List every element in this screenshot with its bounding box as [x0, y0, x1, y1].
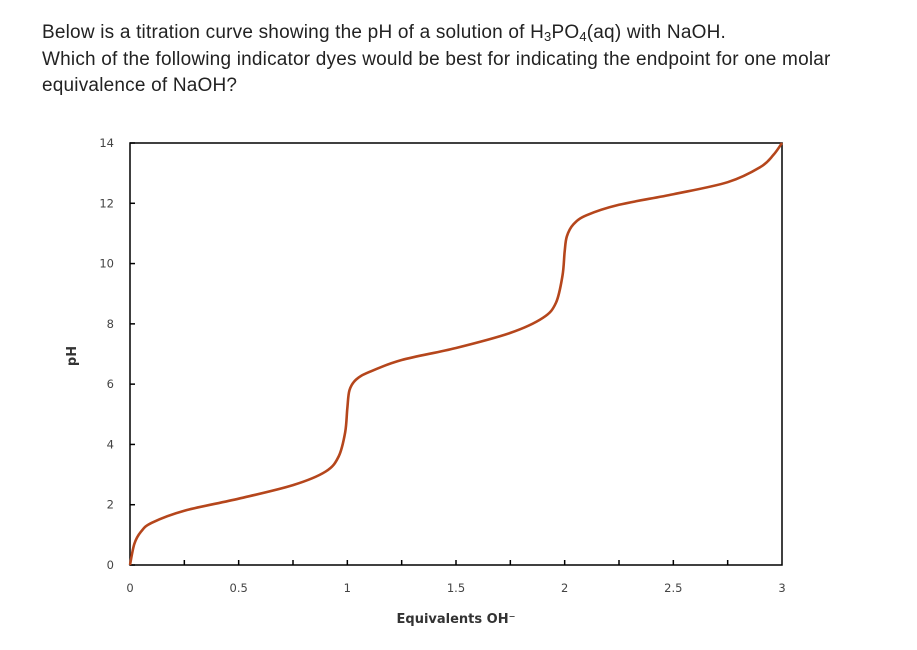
titration-curve	[128, 142, 784, 566]
y-tick-label: 6	[107, 377, 114, 391]
x-tick-label: 0	[126, 581, 133, 595]
x-tick-label: 1	[344, 581, 351, 595]
x-axis-label: Equivalents OH⁻	[397, 612, 516, 627]
y-tick-label: 12	[99, 196, 114, 210]
x-tick-label: 2.5	[664, 581, 682, 595]
x-tick-label: 1.5	[447, 581, 465, 595]
question-po: PO	[551, 22, 580, 43]
y-axis-label: pH	[65, 346, 80, 366]
y-tick-label: 0	[107, 558, 114, 572]
y-tick-label: 10	[99, 257, 114, 271]
question-text: Below is a titration curve showing the p…	[42, 20, 902, 100]
subscript-3: 3	[544, 29, 552, 44]
question-rest: Which of the following indicator dyes wo…	[42, 48, 831, 97]
y-tick-label: 8	[107, 317, 114, 331]
question-line1-end: (aq) with NaOH.	[586, 22, 726, 43]
y-tick-label: 14	[99, 136, 114, 150]
x-tick-label: 2	[561, 581, 568, 595]
y-tick-label: 2	[107, 498, 114, 512]
subscript-4: 4	[579, 29, 587, 44]
question-line1: Below is a titration curve showing the p…	[42, 22, 545, 43]
x-tick-label: 3	[778, 581, 785, 595]
x-tick-label: 0.5	[230, 581, 248, 595]
y-tick-label: 4	[107, 437, 114, 451]
